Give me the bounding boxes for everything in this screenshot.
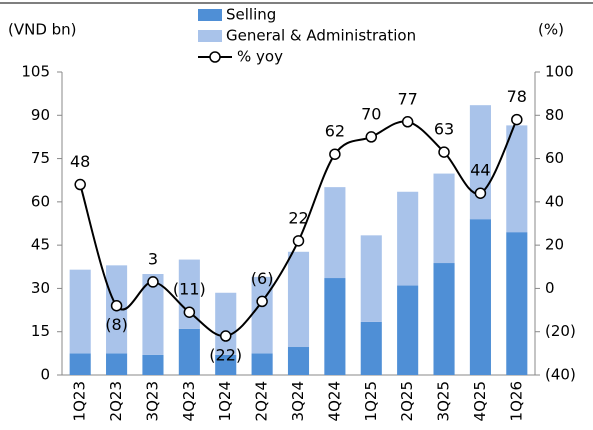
data-label: 63	[434, 120, 454, 139]
x-tick-label: 1Q23	[71, 381, 89, 421]
y-tick-label: 60	[31, 192, 50, 210]
bar-segment	[506, 232, 528, 375]
line-marker	[183, 306, 196, 318]
x-tick-label: 1Q24	[216, 381, 234, 421]
bar-segment	[178, 328, 200, 375]
bar-segment	[324, 187, 346, 279]
line-marker	[438, 146, 450, 158]
bar-segment	[287, 251, 310, 348]
y2-tick-label: 0	[545, 279, 555, 297]
bar-segment	[69, 353, 91, 375]
legend-swatch	[198, 9, 222, 21]
bar-segment	[397, 191, 419, 286]
y-axis-label: (VND bn)	[8, 21, 77, 39]
line-marker	[147, 276, 159, 288]
x-tick-label: 3Q24	[289, 381, 307, 421]
bar-segment	[397, 285, 419, 375]
bar-segment	[469, 105, 491, 220]
data-label: (6)	[251, 269, 274, 288]
y2-tick-label: (40)	[545, 366, 576, 384]
line-marker	[474, 187, 487, 199]
legend-marker	[209, 51, 221, 63]
bar-segment	[360, 235, 382, 322]
data-label: 78	[507, 87, 527, 106]
legend-swatch	[198, 30, 222, 42]
data-label: (8)	[105, 315, 128, 334]
line-marker	[256, 295, 268, 308]
y-tick-label: 45	[31, 236, 50, 254]
y2-tick-label: 40	[545, 192, 564, 210]
legend-label: Selling	[226, 6, 276, 24]
y2-axis-label: (%)	[538, 21, 564, 39]
data-label: 77	[397, 89, 417, 108]
y2-tick-label: 20	[545, 236, 564, 254]
bar-segment	[142, 274, 164, 355]
bar-segment	[506, 125, 528, 233]
y2-tick-label: 60	[545, 149, 564, 167]
data-label: (11)	[173, 280, 206, 299]
x-tick-label: 4Q25	[471, 381, 489, 421]
bar-segment	[324, 278, 346, 375]
y-tick-label: 0	[40, 366, 50, 384]
data-label: 48	[70, 152, 90, 171]
x-tick-label: 3Q23	[143, 381, 161, 421]
legend-label: General & Administration	[226, 27, 416, 45]
line-marker	[219, 330, 232, 342]
data-label: 3	[148, 249, 158, 268]
y-tick-label: 90	[31, 106, 50, 124]
x-tick-label: 4Q24	[325, 381, 343, 421]
y-tick-label: 15	[31, 322, 50, 340]
x-tick-label: 4Q23	[180, 381, 198, 421]
data-label: 62	[325, 122, 345, 141]
y2-tick-label: 100	[545, 63, 574, 81]
x-tick-label: 1Q25	[362, 381, 380, 421]
x-tick-label: 2Q25	[398, 381, 416, 421]
bar-segment	[142, 354, 164, 375]
line-marker	[511, 113, 523, 126]
y-tick-label: 75	[31, 149, 50, 167]
bar-segment	[106, 353, 128, 375]
x-tick-label: 3Q25	[435, 381, 453, 421]
x-tick-label: 2Q24	[253, 381, 271, 421]
data-label: (22)	[209, 346, 242, 365]
y2-tick-label: 80	[545, 106, 564, 124]
bar-segment	[69, 269, 91, 354]
data-label: 22	[288, 208, 308, 227]
x-tick-label: 2Q23	[107, 381, 125, 421]
bar-segment	[469, 219, 491, 375]
data-label: 44	[470, 161, 490, 180]
x-tick-label: 1Q26	[507, 381, 525, 421]
data-label: 70	[361, 104, 381, 123]
line-marker	[365, 131, 378, 143]
y-tick-label: 30	[31, 279, 50, 297]
line-marker	[329, 148, 341, 160]
line-marker	[110, 299, 123, 312]
bar-segment	[251, 353, 273, 375]
y-tick-label: 105	[21, 63, 50, 81]
bar-segment	[433, 173, 455, 264]
bar-segment	[251, 276, 273, 354]
line-marker	[401, 116, 414, 128]
bar-segment	[215, 292, 237, 355]
bar-segment	[360, 321, 382, 375]
line-marker	[74, 178, 86, 191]
y2-tick-label: (20)	[545, 322, 576, 340]
bar-segment	[287, 347, 310, 375]
bar-segment	[433, 263, 455, 375]
legend-label: % yoy	[237, 48, 283, 66]
line-marker	[292, 235, 305, 247]
bar-segment	[215, 354, 237, 375]
